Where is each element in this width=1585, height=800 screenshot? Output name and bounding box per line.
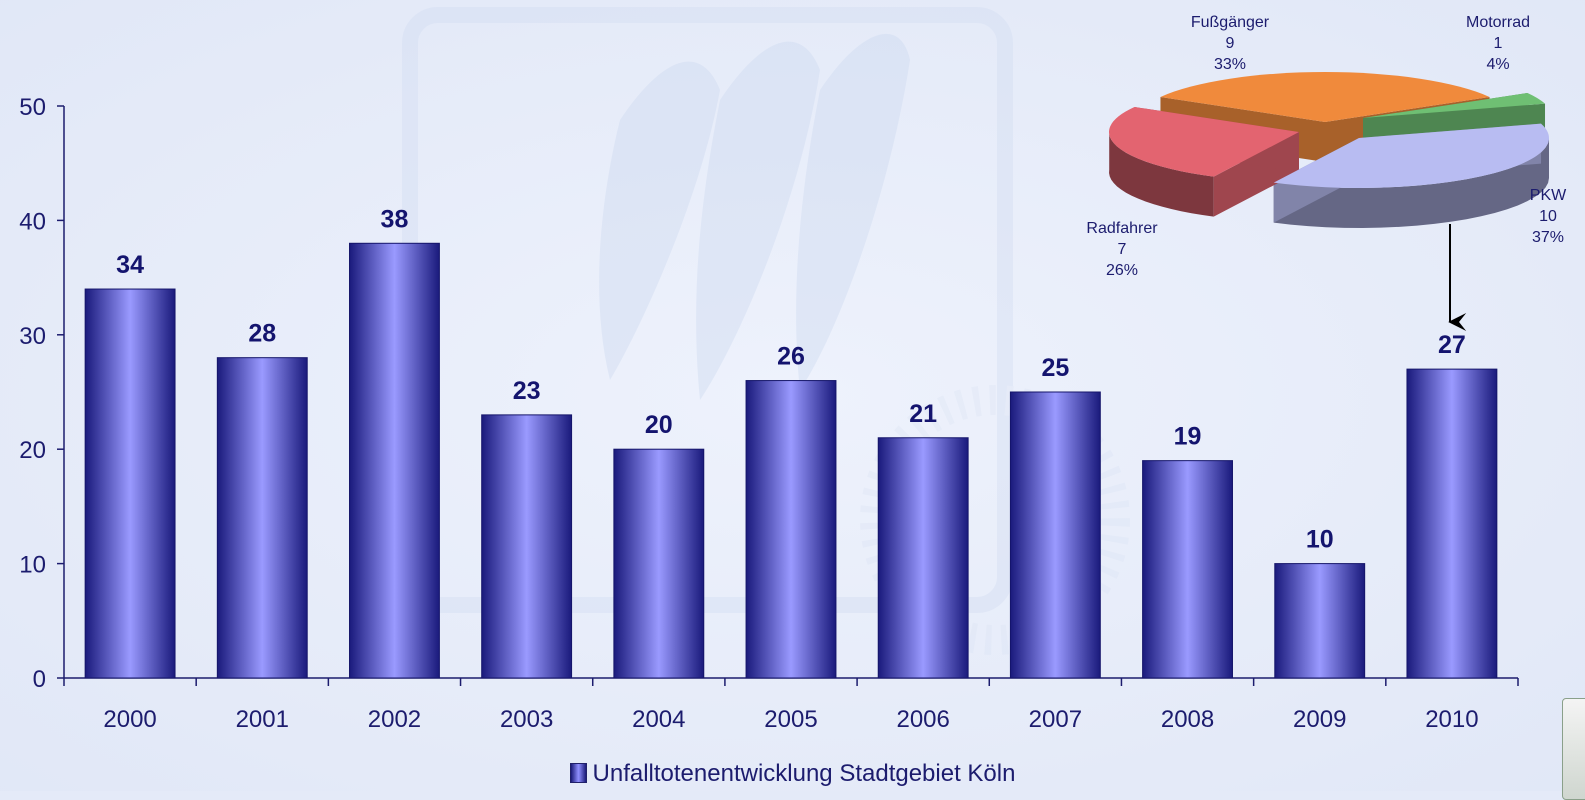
x-tick-label-2007: 2007 [1029, 706, 1082, 733]
bar-2008 [1142, 460, 1233, 679]
data-label-2003: 23 [513, 377, 541, 405]
bar-2000 [84, 288, 176, 679]
data-label-2010: 27 [1438, 331, 1466, 359]
pie-label-name: PKW [1529, 187, 1567, 204]
bar-2002 [349, 242, 440, 679]
x-tick-label-2008: 2008 [1161, 706, 1214, 733]
pie-label-value: 1 [1493, 35, 1503, 52]
x-tick-label-2003: 2003 [500, 706, 553, 733]
pie-label-percent: 33% [1213, 56, 1246, 73]
data-label-2000: 34 [116, 251, 144, 279]
data-label-2007: 25 [1041, 354, 1069, 382]
legend: Unfalltotenentwicklung Stadtgebiet Köln [0, 760, 1585, 788]
x-tick-label-2001: 2001 [236, 706, 289, 733]
bar-2001 [216, 357, 308, 679]
x-tick-label-2006: 2006 [896, 706, 949, 733]
pie-label-percent: 4% [1486, 56, 1510, 73]
pie-label-value: 10 [1539, 208, 1557, 225]
legend-label: Unfalltotenentwicklung Stadtgebiet Köln [592, 760, 1016, 787]
y-tick-label: 10 [19, 552, 46, 579]
pie-slice-Fußgänger [1160, 72, 1490, 122]
pie-label-value: 7 [1117, 241, 1127, 258]
y-tick-label: 0 [33, 666, 46, 693]
y-tick-label: 20 [19, 437, 46, 464]
pie-side-2 [1273, 138, 1549, 228]
x-tick-label-2005: 2005 [764, 706, 817, 733]
x-tick-label-2004: 2004 [632, 706, 685, 733]
x-tick-label-2009: 2009 [1293, 706, 1346, 733]
y-tick-label: 40 [19, 208, 46, 235]
y-tick-label: 50 [19, 94, 46, 121]
pie-label-percent: 37% [1531, 229, 1564, 246]
data-label-2002: 38 [381, 205, 409, 233]
pie-label-Radfahrer: Radfahrer 7 26% [1086, 218, 1157, 281]
pie-label-name: Motorrad [1465, 14, 1531, 31]
bar-2004 [613, 448, 705, 679]
pie-label-Fußgänger: Fußgänger 9 33% [1191, 12, 1269, 75]
bar-2010 [1406, 368, 1498, 679]
pie-label-PKW: PKW 10 37% [1530, 185, 1566, 248]
data-label-2001: 28 [248, 320, 276, 348]
data-label-2009: 10 [1306, 526, 1334, 554]
police-logo [1562, 698, 1585, 800]
pie-label-name: Fußgänger [1190, 14, 1270, 31]
x-tick-label-2002: 2002 [368, 706, 421, 733]
pie-label-value: 9 [1225, 35, 1235, 52]
legend-swatch [569, 763, 587, 783]
y-tick-label: 30 [19, 323, 46, 350]
bar-2009 [1274, 563, 1366, 679]
pie-slice-Radfahrer [1109, 107, 1299, 177]
data-label-2008: 19 [1174, 423, 1202, 451]
bar-2007 [1009, 391, 1101, 679]
pie-label-percent: 26% [1105, 262, 1139, 279]
pie-label-Motorrad: Motorrad 1 4% [1466, 12, 1530, 75]
pie-label-name: Radfahrer [1086, 220, 1158, 237]
pie-slice-Motorrad [1363, 93, 1546, 118]
data-label-2005: 26 [777, 343, 805, 371]
data-label-2004: 20 [645, 411, 673, 439]
x-tick-label-2000: 2000 [103, 706, 156, 733]
bar-2006 [877, 437, 969, 679]
bar-2005 [745, 380, 837, 679]
bars-group: 34 28 38 23 20 26 21 25 19 10 27 [84, 205, 1498, 679]
pie-group [1109, 72, 1549, 228]
data-label-2006: 21 [909, 400, 937, 428]
pie-side-3 [1109, 129, 1214, 217]
x-tick-label-2010: 2010 [1425, 706, 1478, 733]
pie-slice-PKW [1273, 123, 1549, 188]
bar-2003 [481, 414, 573, 679]
